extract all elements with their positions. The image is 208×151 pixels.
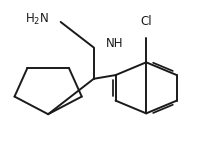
Text: Cl: Cl: [140, 15, 152, 28]
Text: H$_2$N: H$_2$N: [25, 12, 49, 27]
Text: NH: NH: [106, 37, 124, 50]
